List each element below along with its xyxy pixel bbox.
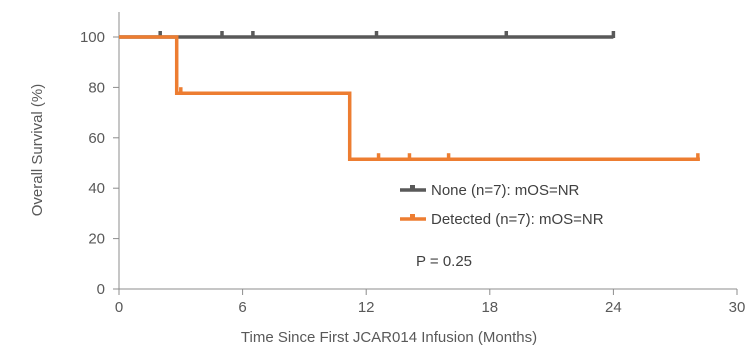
y-ticks: 0 20 40 60 80 100 bbox=[80, 29, 119, 298]
y-tick-label: 20 bbox=[88, 231, 105, 248]
x-tick-label: 24 bbox=[605, 299, 622, 316]
legend-label-detected: Detected (n=7): mOS=NR bbox=[431, 211, 604, 228]
y-tick-label: 60 bbox=[88, 130, 105, 147]
x-tick-label: 18 bbox=[481, 299, 498, 316]
x-tick-label: 0 bbox=[115, 299, 123, 316]
series-line bbox=[119, 35, 700, 161]
legend-marker-detected bbox=[410, 214, 415, 219]
x-tick-label: 6 bbox=[238, 299, 246, 316]
x-axis-title: Time Since First JCAR014 Infusion (Month… bbox=[241, 329, 537, 346]
legend-item-none: None (n=7): mOS=NR bbox=[400, 182, 580, 199]
x-tick-label: 12 bbox=[358, 299, 375, 316]
legend: None (n=7): mOS=NR Detected (n=7): mOS=N… bbox=[400, 182, 604, 228]
p-value-annotation: P = 0.25 bbox=[416, 253, 472, 270]
legend-label-none: None (n=7): mOS=NR bbox=[431, 182, 580, 199]
series-layer bbox=[119, 31, 700, 161]
y-tick-label: 0 bbox=[97, 281, 105, 298]
x-ticks: 0 6 12 18 24 30 bbox=[115, 289, 746, 316]
y-tick-label: 80 bbox=[88, 79, 105, 96]
legend-marker-none bbox=[410, 185, 415, 190]
y-axis-title: Overall Survival (%) bbox=[29, 84, 46, 217]
y-tick-label: 100 bbox=[80, 29, 105, 46]
legend-item-detected: Detected (n=7): mOS=NR bbox=[400, 211, 604, 228]
x-tick-label: 30 bbox=[729, 299, 746, 316]
y-tick-label: 40 bbox=[88, 180, 105, 197]
